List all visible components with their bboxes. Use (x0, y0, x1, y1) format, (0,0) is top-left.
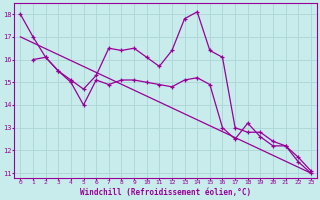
X-axis label: Windchill (Refroidissement éolien,°C): Windchill (Refroidissement éolien,°C) (80, 188, 251, 197)
